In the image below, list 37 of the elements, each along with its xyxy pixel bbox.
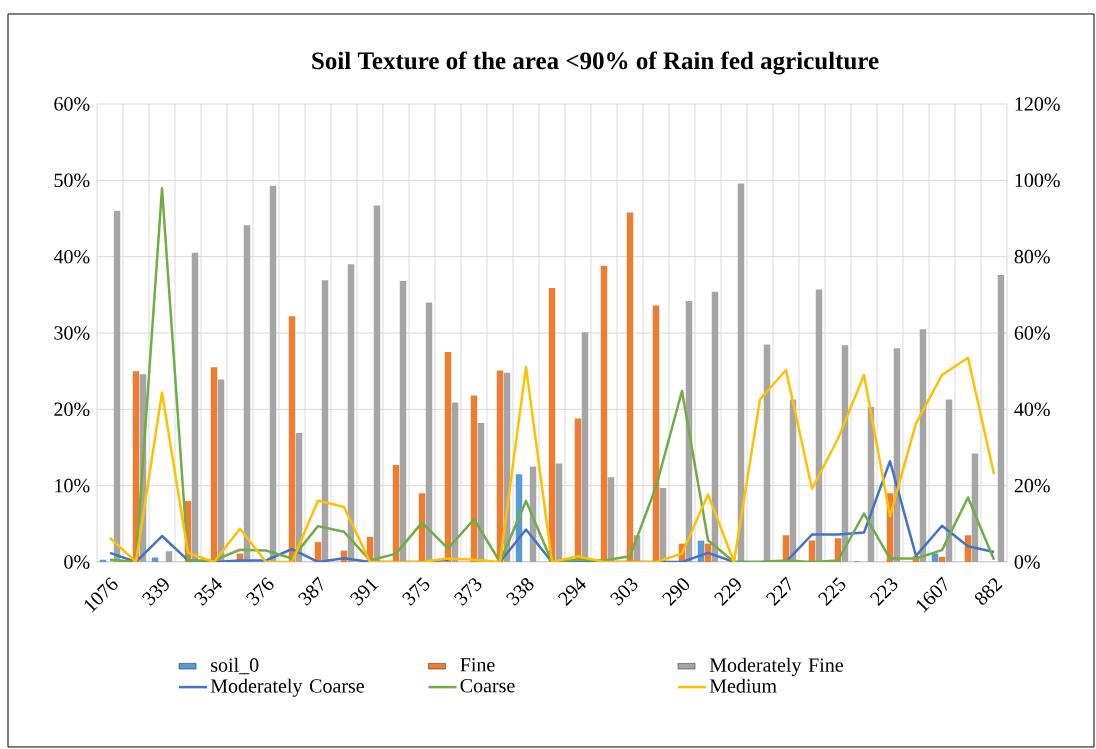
x-tick-label: 225 bbox=[818, 577, 846, 606]
y2-tick-label: 80% bbox=[1014, 249, 1050, 264]
y2-tick-label: 60% bbox=[1014, 326, 1050, 340]
x-tick-label: 882 bbox=[974, 578, 1003, 605]
x-tick-label: 227 bbox=[766, 576, 791, 606]
y2-tick-label: 20% bbox=[1014, 478, 1050, 493]
y-tick-label: 50% bbox=[54, 173, 90, 188]
x-tick-label: 391 bbox=[350, 578, 379, 606]
x-tick-label: 223 bbox=[870, 578, 898, 606]
y-tick-label: 20% bbox=[54, 402, 90, 417]
legend-label: soil_0 bbox=[211, 657, 259, 675]
x-tick-label: 387 bbox=[298, 576, 323, 606]
x-tick-label: 290 bbox=[662, 578, 690, 606]
y-tick-label: 10% bbox=[55, 478, 90, 493]
legend-label: Moderately Fine bbox=[709, 657, 843, 676]
x-tick-label: 373 bbox=[454, 578, 482, 606]
y2-tick-label: 40% bbox=[1014, 402, 1050, 417]
x-tick-label: 339 bbox=[142, 578, 169, 606]
legend-label: Medium bbox=[709, 678, 777, 693]
legend-label: Moderately Coarse bbox=[210, 678, 364, 697]
y-tick-label: 60% bbox=[54, 97, 90, 111]
y2-tick-label: 100% bbox=[1015, 173, 1060, 188]
y2-tick-label: 0% bbox=[1014, 555, 1040, 569]
x-tick-label: 376 bbox=[246, 577, 274, 606]
x-tick-label: 229 bbox=[714, 578, 741, 606]
x-tick-label: 354 bbox=[194, 577, 222, 606]
x-tick-label: 294 bbox=[558, 577, 586, 606]
chart-title: Soil Texture of the area <90% of Rain fed agriculture bbox=[312, 51, 879, 75]
legend-label: Coarse bbox=[460, 678, 515, 693]
legend-label: Fine bbox=[460, 658, 495, 672]
y-tick-label: 40% bbox=[53, 249, 90, 264]
x-tick-label: 338 bbox=[506, 578, 534, 606]
y-tick-label: 30% bbox=[54, 326, 90, 340]
x-tick-label: 303 bbox=[610, 578, 638, 606]
x-tick-label: 375 bbox=[402, 577, 430, 606]
y-tick-label: 0% bbox=[64, 555, 90, 569]
y2-tick-label: 120% bbox=[1015, 97, 1060, 111]
